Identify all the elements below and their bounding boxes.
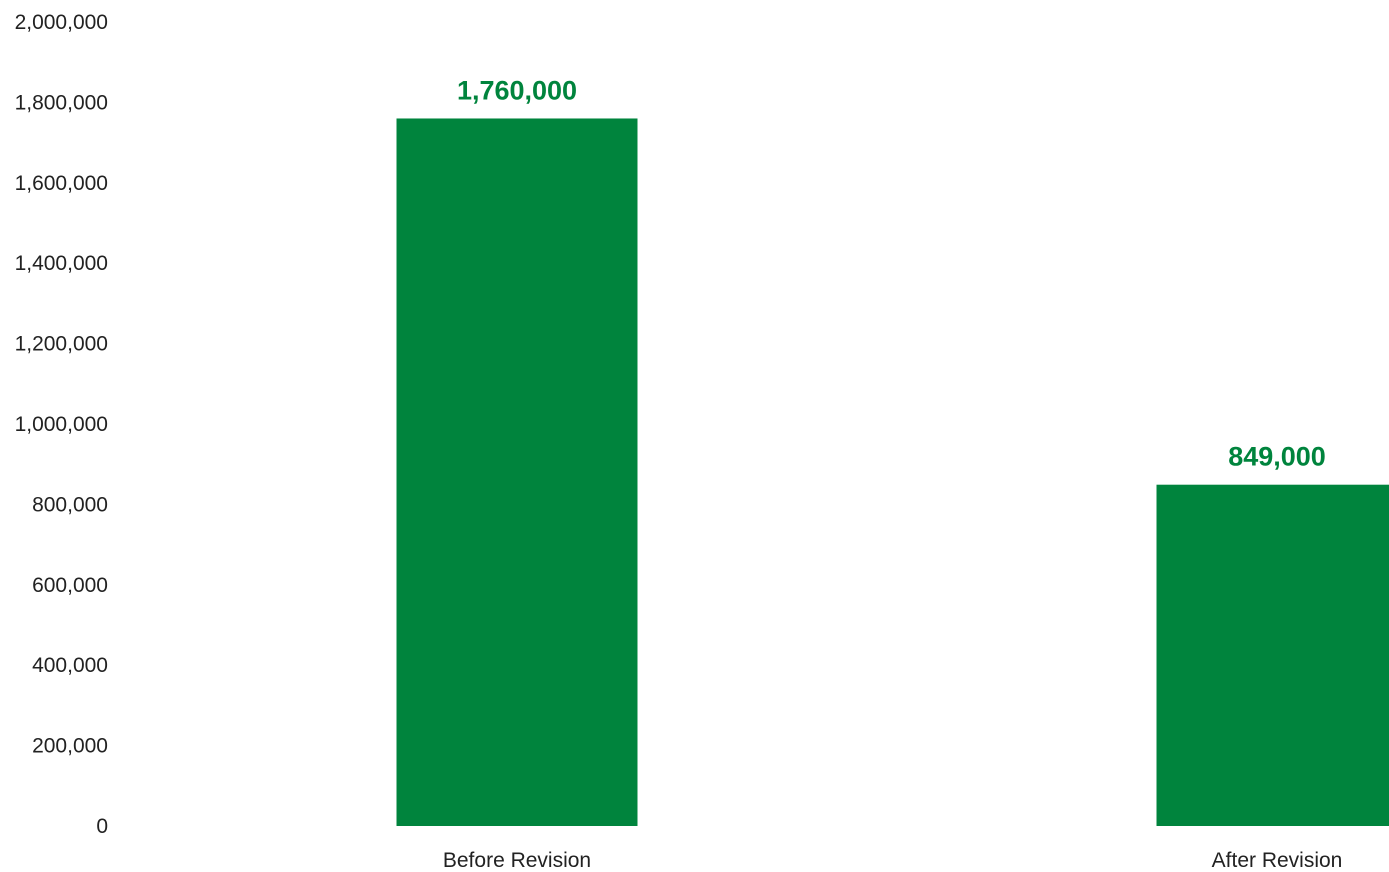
y-tick-label: 1,000,000 <box>15 413 108 436</box>
y-tick-label: 1,800,000 <box>15 91 108 114</box>
y-tick-label: 1,600,000 <box>15 172 108 195</box>
y-tick-label: 1,400,000 <box>15 252 108 275</box>
x-category-label: Before Revision <box>443 849 591 872</box>
y-tick-label: 800,000 <box>32 493 108 516</box>
bar <box>1156 484 1389 826</box>
x-axis: Before Revision After Revision <box>443 849 1342 872</box>
y-tick-label: 1,200,000 <box>15 333 108 356</box>
bars <box>396 118 1389 827</box>
x-category-label: After Revision <box>1212 849 1343 872</box>
y-tick-label: 200,000 <box>32 735 108 758</box>
y-axis: 0 200,000 400,000 600,000 800,000 1,000,000 1,… <box>15 11 108 838</box>
y-tick-label: 600,000 <box>32 574 108 597</box>
y-tick-label: 2,000,000 <box>15 11 108 34</box>
y-tick-label: 400,000 <box>32 654 108 677</box>
bar-value-label: 1,760,000 <box>457 75 577 105</box>
value-labels: 1,760,000 849,000 <box>457 75 1326 471</box>
y-tick-label: 0 <box>96 815 108 838</box>
bar <box>396 118 638 827</box>
bar-value-label: 849,000 <box>1228 442 1326 472</box>
